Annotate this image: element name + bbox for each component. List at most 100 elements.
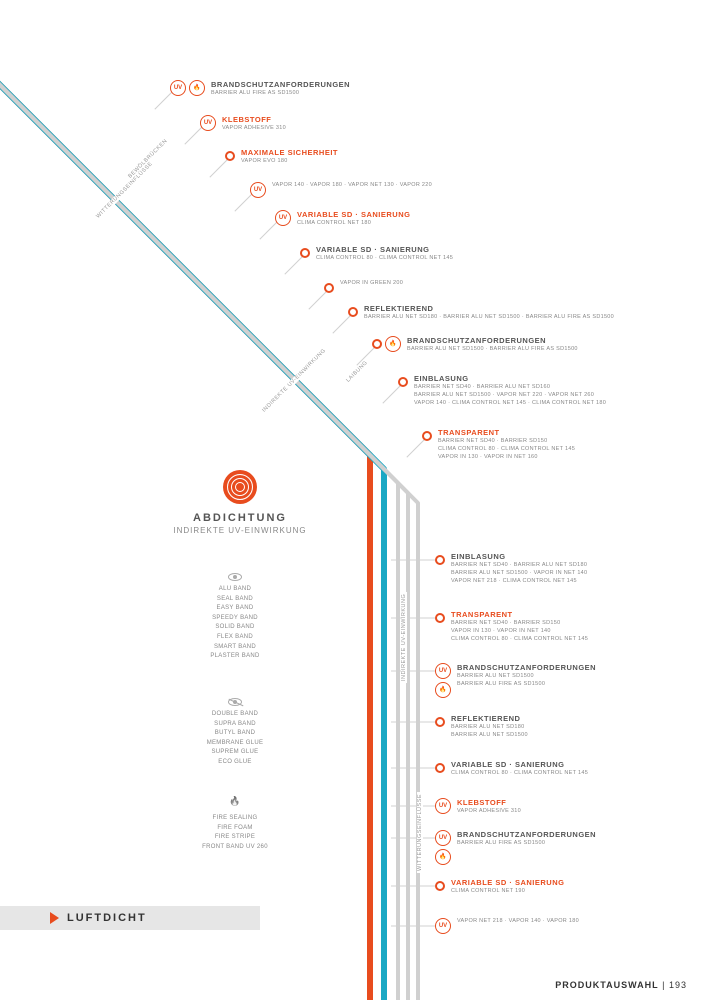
- item-subline: VAPOR EVO 180: [241, 158, 338, 165]
- product-item: UV🔥BRANDSCHUTZANFORDERUNGENBARRIER ALU N…: [435, 663, 596, 698]
- item-text: TRANSPARENTBARRIER NET SD40 · BARRIER SD…: [438, 428, 575, 461]
- badge-group: UV: [250, 182, 266, 198]
- item-title: VARIABLE SD · SANIERUNG: [297, 210, 410, 219]
- item-text: KLEBSTOFFVAPOR ADHESIVE 310: [457, 798, 521, 815]
- item-title: VARIABLE SD · SANIERUNG: [451, 878, 564, 887]
- badge-group: [435, 760, 445, 773]
- badge-group: [324, 280, 334, 293]
- badge-group: 🔥: [372, 336, 401, 352]
- item-title: VARIABLE SD · SANIERUNG: [451, 760, 588, 769]
- footer-section: PRODUKTAUSWAHL: [555, 980, 658, 990]
- item-text: EINBLASUNGBARRIER NET SD40 · BARRIER ALU…: [451, 552, 587, 585]
- item-text: TRANSPARENTBARRIER NET SD40 · BARRIER SD…: [451, 610, 588, 643]
- product-item: UV VAPOR 140 · VAPOR 180 · VAPOR NET 130 …: [250, 182, 432, 198]
- item-subline: BARRIER ALU NET SD180: [451, 724, 528, 731]
- dot-icon: [435, 717, 445, 727]
- badge-group: [225, 148, 235, 161]
- product-item: MAXIMALE SICHERHEITVAPOR EVO 180: [225, 148, 338, 165]
- legend-item: MEMBRANE GLUE: [155, 739, 315, 749]
- item-title: KLEBSTOFF: [457, 798, 521, 807]
- item-subline: BARRIER ALU NET SD1500 · VAPOR NET 220 ·…: [414, 392, 606, 399]
- item-title: EINBLASUNG: [451, 552, 587, 561]
- legend-list: ALU BANDSEAL BANDEASY BANDSPEEDY BANDSOL…: [155, 585, 315, 662]
- badge-group: [435, 714, 445, 727]
- legend-item: FIRE FOAM: [155, 824, 315, 834]
- item-text: VAPOR 140 · VAPOR 180 · VAPOR NET 130 · …: [272, 182, 432, 189]
- dot-icon: [225, 151, 235, 161]
- uv-icon: UV: [200, 115, 216, 131]
- item-text: BRANDSCHUTZANFORDERUNGENBARRIER ALU NET …: [407, 336, 578, 353]
- dot-icon: [398, 377, 408, 387]
- bottom-bar: LUFTDICHT: [0, 906, 260, 930]
- fire-icon: 🔥: [435, 849, 451, 865]
- item-text: REFLEKTIERENDBARRIER ALU NET SD180BARRIE…: [451, 714, 528, 739]
- badge-group: UV: [275, 210, 291, 226]
- badge-group: UV: [200, 115, 216, 131]
- product-item: EINBLASUNGBARRIER NET SD40 · BARRIER ALU…: [398, 374, 606, 407]
- uv-icon: UV: [435, 918, 451, 934]
- legend-block: ALU BANDSEAL BANDEASY BANDSPEEDY BANDSOL…: [155, 567, 315, 662]
- fire-icon: 🔥: [385, 336, 401, 352]
- item-subline: VAPOR NET 218 · CLIMA CONTROL NET 145: [451, 578, 587, 585]
- dot-icon: [435, 555, 445, 565]
- uv-icon: UV: [435, 663, 451, 679]
- item-text: BRANDSCHUTZANFORDERUNGENBARRIER ALU NET …: [457, 663, 596, 688]
- item-subline: BARRIER ALU FIRE AS SD1500: [457, 840, 596, 847]
- item-subline: BARRIER NET SD40 · BARRIER SD150: [451, 620, 588, 627]
- item-subline: VAPOR 140 · CLIMA CONTROL NET 145 · CLIM…: [414, 400, 606, 407]
- item-subline: BARRIER NET SD40 · BARRIER ALU NET SD160: [414, 384, 606, 391]
- item-subline: VAPOR IN 130 · VAPOR IN NET 160: [438, 454, 575, 461]
- legend-block: DOUBLE BANDSUPRA BANDBUTYL BANDMEMBRANE …: [155, 692, 315, 768]
- badge-group: [435, 552, 445, 565]
- triangle-icon: [50, 912, 59, 924]
- item-text: BRANDSCHUTZANFORDERUNGENBARRIER ALU FIRE…: [211, 80, 350, 97]
- product-item: UV VAPOR NET 218 · VAPOR 140 · VAPOR 180: [435, 918, 579, 934]
- luftdicht-label: LUFTDICHT: [67, 912, 147, 924]
- uv-icon: UV: [250, 182, 266, 198]
- item-text: KLEBSTOFFVAPOR ADHESIVE 310: [222, 115, 286, 132]
- uv-icon: UV: [170, 80, 186, 96]
- item-title: BRANDSCHUTZANFORDERUNGEN: [457, 830, 596, 839]
- item-subline: VAPOR ADHESIVE 310: [457, 808, 521, 815]
- item-text: VARIABLE SD · SANIERUNGCLIMA CONTROL NET…: [451, 878, 564, 895]
- legend-item: PLASTER BAND: [155, 652, 315, 662]
- item-title: TRANSPARENT: [451, 610, 588, 619]
- item-title: REFLEKTIEREND: [364, 304, 614, 313]
- legend-list: DOUBLE BANDSUPRA BANDBUTYL BANDMEMBRANE …: [155, 710, 315, 768]
- footer-page: 193: [669, 980, 687, 990]
- legend-item: EASY BAND: [155, 604, 315, 614]
- product-item: UV KLEBSTOFFVAPOR ADHESIVE 310: [435, 798, 521, 815]
- badge-group: [398, 374, 408, 387]
- item-subline: BARRIER NET SD40 · BARRIER SD150: [438, 438, 575, 445]
- item-title: EINBLASUNG: [414, 374, 606, 383]
- uv-icon: UV: [435, 798, 451, 814]
- item-subline: CLIMA CONTROL NET 190: [451, 888, 564, 895]
- dot-icon: [435, 763, 445, 773]
- legend-item: SUPRA BAND: [155, 720, 315, 730]
- legend-item: FRONT BAND UV 260: [155, 843, 315, 853]
- legend-item: SOLID BAND: [155, 623, 315, 633]
- item-subline: VAPOR IN 130 · VAPOR IN NET 140: [451, 628, 588, 635]
- product-item: REFLEKTIERENDBARRIER ALU NET SD180 · BAR…: [348, 304, 614, 321]
- product-item: VARIABLE SD · SANIERUNGCLIMA CONTROL 80 …: [435, 760, 588, 777]
- diagram-lines: [0, 0, 707, 1000]
- item-title: BRANDSCHUTZANFORDERUNGEN: [211, 80, 350, 89]
- product-item: 🔥 BRANDSCHUTZANFORDERUNGENBARRIER ALU NET…: [372, 336, 578, 353]
- item-title: TRANSPARENT: [438, 428, 575, 437]
- item-subline: VAPOR 140 · VAPOR 180 · VAPOR NET 130 · …: [272, 182, 432, 189]
- item-text: VAPOR NET 218 · VAPOR 140 · VAPOR 180: [457, 918, 579, 925]
- line-label: INDIREKTE UV-EINWIRKUNG: [401, 592, 407, 683]
- item-subline: CLIMA CONTROL 80 · CLIMA CONTROL NET 145: [316, 255, 453, 262]
- item-subline: VAPOR IN GREEN 200: [340, 280, 403, 287]
- center-h2: INDIREKTE UV-EINWIRKUNG: [155, 526, 325, 535]
- item-title: BRANDSCHUTZANFORDERUNGEN: [457, 663, 596, 672]
- eye-icon: [228, 573, 242, 581]
- item-text: EINBLASUNGBARRIER NET SD40 · BARRIER ALU…: [414, 374, 606, 407]
- legend-item: SMART BAND: [155, 643, 315, 653]
- fire-icon: 🔥: [189, 80, 205, 96]
- legend-item: FIRE SEALING: [155, 814, 315, 824]
- item-title: KLEBSTOFF: [222, 115, 286, 124]
- item-text: VARIABLE SD · SANIERUNGCLIMA CONTROL 80 …: [451, 760, 588, 777]
- dot-icon: [435, 613, 445, 623]
- item-subline: CLIMA CONTROL 80 · CLIMA CONTROL NET 145: [438, 446, 575, 453]
